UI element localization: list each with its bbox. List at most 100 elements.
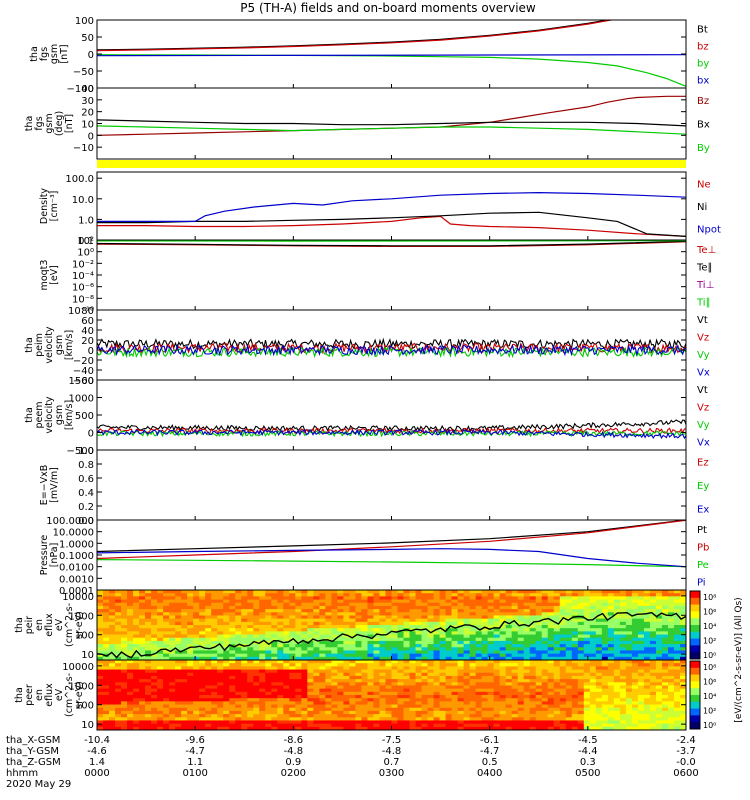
spectrogram-cell bbox=[223, 669, 230, 674]
spectrogram-cell bbox=[475, 647, 483, 652]
spectrogram-cell bbox=[223, 634, 230, 639]
spectrogram-cell bbox=[613, 704, 621, 709]
spectrogram-cell bbox=[589, 653, 597, 658]
spectrogram-cell bbox=[319, 634, 326, 639]
spectrogram-cell bbox=[271, 698, 278, 702]
spectrogram-cell bbox=[601, 682, 609, 687]
spectrogram-cell bbox=[673, 675, 681, 680]
spectrogram-cell bbox=[145, 701, 152, 706]
spectrogram-cell bbox=[601, 660, 609, 664]
spectrogram-cell bbox=[241, 723, 248, 728]
spectrogram-cell bbox=[379, 710, 387, 715]
spectrogram-cell bbox=[547, 726, 555, 730]
spectrogram-cell bbox=[169, 726, 176, 730]
spectrogram-cell bbox=[247, 596, 254, 601]
y-tick-label: −500 bbox=[67, 446, 94, 457]
spectrogram-cell bbox=[265, 666, 272, 671]
spectrogram-cell bbox=[679, 602, 686, 607]
spectrogram-cell bbox=[637, 602, 645, 607]
spectrogram-cell bbox=[349, 602, 357, 607]
spectrogram-cell bbox=[97, 717, 104, 722]
spectrogram-cell bbox=[349, 621, 357, 626]
spectrogram-cell bbox=[499, 695, 507, 699]
spectrogram-cell bbox=[547, 628, 555, 632]
spectrogram-cell bbox=[433, 612, 441, 617]
spectrogram-cell bbox=[265, 650, 272, 655]
spectrogram-cell bbox=[295, 669, 302, 674]
spectrogram-cell bbox=[667, 691, 675, 696]
spectrogram-cell bbox=[391, 688, 399, 693]
spectrogram-cell bbox=[157, 672, 164, 677]
spectrogram-cell bbox=[295, 628, 302, 632]
spectrogram-cell bbox=[643, 631, 651, 636]
spectrogram-cell bbox=[205, 695, 212, 699]
spectrogram-cell bbox=[295, 660, 302, 664]
spectrogram-cell bbox=[151, 660, 158, 664]
spectrogram-cell bbox=[481, 666, 489, 671]
spectrogram-cell bbox=[265, 714, 272, 718]
spectrogram-cell bbox=[487, 679, 495, 683]
spectrogram-cell bbox=[199, 609, 206, 613]
spectrogram-cell bbox=[259, 701, 266, 706]
spectrogram-cell bbox=[445, 634, 453, 639]
spectrogram-cell bbox=[289, 672, 296, 677]
spectrogram-cell bbox=[115, 717, 122, 722]
spectrogram-cell bbox=[571, 669, 579, 674]
spectrogram-cell bbox=[169, 672, 176, 677]
spectrogram-cell bbox=[139, 672, 146, 677]
spectrogram-cell bbox=[463, 605, 471, 610]
spectrogram-cell bbox=[607, 590, 615, 594]
spectrogram-cell bbox=[199, 663, 206, 667]
y-axis-title: eV bbox=[54, 618, 65, 631]
spectrogram-cell bbox=[319, 669, 326, 674]
spectrogram-cell bbox=[367, 691, 375, 696]
spectrogram-cell bbox=[661, 637, 669, 642]
spectrogram-cell bbox=[391, 647, 399, 652]
spectrogram-cell bbox=[433, 590, 441, 594]
spectrogram-cell bbox=[355, 723, 363, 728]
spectrogram-cell bbox=[253, 637, 260, 642]
spectrogram-cell bbox=[433, 707, 441, 712]
spectrogram-cell bbox=[577, 688, 585, 693]
spectrogram-cell bbox=[427, 726, 435, 730]
spectrogram-cell bbox=[535, 723, 543, 728]
spectrogram-cell bbox=[181, 621, 188, 626]
spectrogram-cell bbox=[463, 710, 471, 715]
spectrogram-cell bbox=[343, 704, 351, 709]
spectrogram-cell bbox=[583, 685, 591, 690]
spectrogram-cell bbox=[187, 704, 194, 709]
spectrogram-cell bbox=[433, 618, 441, 623]
spectrogram-cell bbox=[385, 599, 393, 604]
spectrogram-cell bbox=[607, 650, 615, 655]
spectrogram-cell bbox=[271, 599, 278, 604]
spectrogram-cell bbox=[283, 596, 290, 601]
spectrogram-cell bbox=[367, 679, 375, 683]
spectrogram-cell bbox=[121, 663, 128, 667]
spectrogram-cell bbox=[211, 644, 218, 648]
spectrogram-cell bbox=[121, 618, 128, 623]
spectrogram-cell bbox=[511, 656, 519, 660]
spectrogram-cell bbox=[151, 666, 158, 671]
spectrogram-cell bbox=[397, 660, 405, 664]
spectrogram-cell bbox=[565, 695, 573, 699]
spectrogram-cell bbox=[271, 593, 278, 597]
spectrogram-cell bbox=[457, 698, 465, 702]
spectrogram-cell bbox=[625, 631, 633, 636]
spectrogram-cell bbox=[673, 599, 681, 604]
spectrogram-cell bbox=[169, 612, 176, 617]
spectrogram-cell bbox=[385, 723, 393, 728]
spectrogram-cell bbox=[457, 628, 465, 632]
spectrogram-cell bbox=[439, 710, 447, 715]
spectrogram-cell bbox=[259, 612, 266, 617]
spectrogram-cell bbox=[529, 653, 537, 658]
spectrogram-cell bbox=[517, 666, 525, 671]
spectrogram-cell bbox=[391, 691, 399, 696]
spectrogram-cell bbox=[451, 669, 459, 674]
spectrogram-cell bbox=[589, 615, 597, 620]
spectrogram-cell bbox=[133, 666, 140, 671]
spectrogram-cell bbox=[541, 605, 549, 610]
spectrogram-cell bbox=[361, 605, 369, 610]
spectrogram-cell bbox=[577, 590, 585, 594]
spectrogram-cell bbox=[595, 644, 603, 648]
spectrogram-cell bbox=[457, 647, 465, 652]
